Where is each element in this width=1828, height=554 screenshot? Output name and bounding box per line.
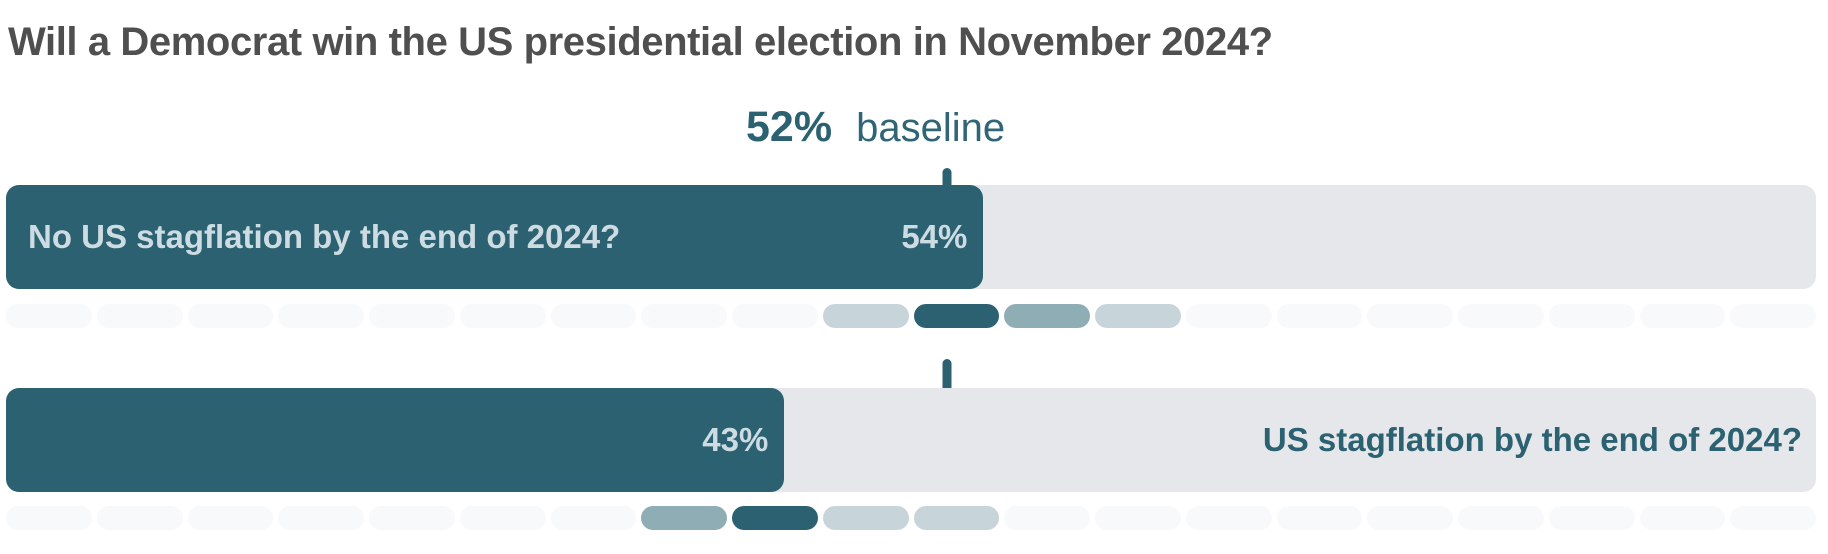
histogram-pill-light	[913, 506, 1000, 530]
forecast-histogram-stagflation	[6, 506, 1816, 530]
question-title: Will a Democrat win the US presidential …	[8, 20, 1273, 64]
histogram-pill-none	[1458, 304, 1544, 328]
histogram-pill-none	[278, 304, 364, 328]
histogram-pill-none	[459, 506, 546, 530]
histogram-pill-none	[1095, 506, 1181, 530]
histogram-pill-none	[550, 506, 637, 530]
histogram-pill-none	[96, 304, 183, 328]
baseline-label: 52% baseline	[746, 103, 1005, 152]
histogram-pill-none	[6, 506, 92, 530]
condition-bar-stagflation[interactable]: 43% US stagflation by the end of 2024?	[6, 388, 1816, 492]
histogram-pill-none	[732, 304, 818, 328]
histogram-pill-none	[1639, 304, 1726, 328]
histogram-pill-none	[278, 506, 364, 530]
histogram-pill-none	[187, 506, 274, 530]
histogram-pill-none	[96, 506, 183, 530]
histogram-pill-none	[1185, 506, 1272, 530]
histogram-pill-medium	[1004, 304, 1090, 328]
histogram-pill-none	[1730, 304, 1816, 328]
histogram-pill-none	[1548, 304, 1635, 328]
histogram-pill-none	[1367, 304, 1453, 328]
condition-bar-no-stagflation[interactable]: No US stagflation by the end of 2024? 54…	[6, 185, 1816, 289]
probability-fill-no-stagflation: No US stagflation by the end of 2024? 54…	[6, 185, 984, 289]
histogram-pill-none	[1276, 506, 1363, 530]
histogram-pill-light	[1095, 304, 1181, 328]
histogram-pill-medium	[641, 506, 727, 530]
histogram-pill-none	[187, 304, 274, 328]
baseline-tick-marker-2	[942, 359, 952, 388]
histogram-pill-none	[1548, 506, 1635, 530]
histogram-pill-none	[1639, 506, 1726, 530]
probability-value-stagflation: 43%	[702, 421, 769, 458]
histogram-pill-none	[1458, 506, 1544, 530]
condition-label-stagflation: US stagflation by the end of 2024?	[1262, 421, 1802, 458]
histogram-pill-dark	[732, 506, 818, 530]
histogram-pill-light	[822, 304, 909, 328]
condition-label-no-stagflation: No US stagflation by the end of 2024?	[28, 218, 621, 255]
baseline-value: 52%	[746, 103, 833, 151]
baseline-tick-marker-1	[942, 168, 952, 185]
histogram-pill-none	[550, 304, 637, 328]
histogram-pill-none	[1276, 304, 1363, 328]
histogram-pill-none	[6, 304, 92, 328]
probability-value-no-stagflation: 54%	[901, 218, 968, 255]
histogram-pill-none	[369, 506, 455, 530]
histogram-pill-none	[1185, 304, 1272, 328]
histogram-pill-none	[641, 304, 727, 328]
forecast-histogram-no-stagflation	[6, 304, 1816, 328]
histogram-pill-none	[369, 304, 455, 328]
probability-fill-stagflation: 43%	[6, 388, 785, 492]
histogram-pill-none	[1004, 506, 1090, 530]
histogram-pill-none	[1367, 506, 1453, 530]
histogram-pill-dark	[913, 304, 1000, 328]
histogram-pill-none	[459, 304, 546, 328]
baseline-word: baseline	[856, 106, 1006, 150]
histogram-pill-none	[1730, 506, 1816, 530]
histogram-pill-light	[822, 506, 909, 530]
